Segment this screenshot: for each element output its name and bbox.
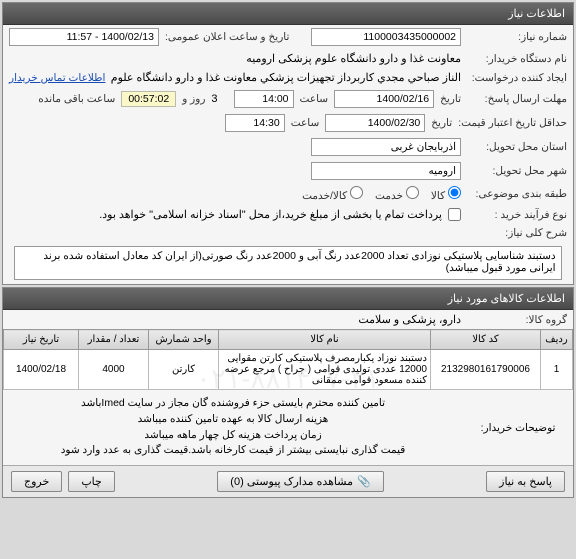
category-label: طبقه بندی موضوعی: [467, 188, 567, 200]
service-text: خدمت [375, 190, 403, 202]
buyer-notes-label: توضیحات خریدار: [463, 390, 573, 465]
creator-label: ایجاد کننده درخواست: [467, 72, 567, 84]
th-name: نام کالا [219, 330, 431, 350]
creator-value: الناز صباحي مجدي كاربرداز تجهيزات پزشكي … [111, 71, 461, 84]
days-remaining: 3 [211, 93, 217, 105]
cell-idx: 1 [541, 350, 573, 390]
purchase-type-label: نوع فرآیند خرید : [467, 209, 567, 221]
cell-name: دستبند نوزاد یکبارمصرف پلاستیکی کارتن مق… [219, 350, 431, 390]
cell-date: 1400/02/18 [4, 350, 79, 390]
need-number-label: شماره نیاز: [467, 31, 567, 43]
purchase-checkbox[interactable] [448, 208, 461, 221]
both-radio-label[interactable]: کالا/خدمت [302, 186, 363, 202]
back-button[interactable]: پاسخ به نیاز [486, 471, 565, 492]
group-value: دارو، پزشکی و سلامت [358, 313, 461, 326]
province-input[interactable] [311, 138, 461, 156]
buyer-org-label: نام دستگاه خریدار: [467, 53, 567, 65]
validity-label: حداقل تاریخ اعتبار قیمت: [458, 117, 567, 129]
both-text: کالا/خدمت [302, 190, 347, 202]
contact-link[interactable]: اطلاعات تماس خریدار [9, 72, 105, 84]
desc-label: شرح کلی نیاز: [467, 227, 567, 239]
th-unit: واحد شمارش [149, 330, 219, 350]
attachments-button[interactable]: 📎 مشاهده مدارک پیوستی (0) [217, 471, 383, 492]
category-radios: کالا خدمت کالا/خدمت [302, 186, 461, 202]
time-label-1: ساعت [300, 93, 329, 105]
cell-qty: 4000 [79, 350, 149, 390]
province-label: استان محل تحویل: [467, 141, 567, 153]
service-radio-label[interactable]: خدمت [375, 186, 419, 202]
need-number-input[interactable] [311, 28, 461, 46]
th-qty: تعداد / مقدار [79, 330, 149, 350]
deadline-label: مهلت ارسال پاسخ: [467, 93, 567, 105]
description-textarea[interactable]: دستبند شناسایی پلاستیکی نوزادی تعداد 200… [14, 246, 561, 280]
items-table: ردیف کد کالا نام کالا واحد شمارش تعداد /… [3, 329, 573, 390]
service-radio[interactable] [406, 186, 419, 199]
table-row[interactable]: 1 2132980161790006 دستبند نوزاد یکبارمصر… [4, 350, 573, 390]
days-word: روز و [182, 93, 205, 105]
validity-date-input[interactable] [325, 114, 425, 132]
cell-unit: کارتن [149, 350, 219, 390]
info-panel-header: اطلاعات نیاز [3, 3, 573, 25]
th-date: تاریخ نیاز [4, 330, 79, 350]
group-label: گروه کالا: [467, 314, 567, 326]
purchase-note: پرداخت تمام یا بخشی از مبلغ خرید،از محل … [99, 208, 442, 221]
remaining-label: ساعت باقی مانده [38, 93, 115, 105]
time-label-2: ساعت [291, 117, 320, 129]
exit-button[interactable]: خروج [11, 471, 62, 492]
city-label: شهر محل تحویل: [467, 165, 567, 177]
goods-text: کالا [431, 190, 445, 202]
validity-time-input[interactable] [225, 114, 285, 132]
buyer-notes-text: تامین کننده محترم بایستی حزء فروشنده گان… [3, 390, 463, 465]
th-code: کد کالا [431, 330, 541, 350]
date-label-2: تاریخ [431, 117, 452, 129]
deadline-date-input[interactable] [334, 90, 434, 108]
buyer-org-value: معاونت غذا و دارو دانشگاه علوم پزشکی ارو… [246, 52, 461, 65]
deadline-time-input[interactable] [234, 90, 294, 108]
items-panel-header: اطلاعات کالاهای مورد نیاز [3, 288, 573, 310]
city-input[interactable] [311, 162, 461, 180]
date-label-1: تاریخ [440, 93, 461, 105]
announce-date-input[interactable] [9, 28, 159, 46]
cell-code: 2132980161790006 [431, 350, 541, 390]
both-radio[interactable] [350, 186, 363, 199]
attachments-label: مشاهده مدارک پیوستی (0) [230, 475, 353, 488]
paperclip-icon: 📎 [357, 475, 371, 488]
announce-date-label: تاریخ و ساعت اعلان عمومی: [165, 31, 289, 43]
goods-radio[interactable] [448, 186, 461, 199]
th-row: ردیف [541, 330, 573, 350]
footer-bar: پاسخ به نیاز 📎 مشاهده مدارک پیوستی (0) چ… [3, 465, 573, 497]
print-button[interactable]: چاپ [68, 471, 115, 492]
goods-radio-label[interactable]: کالا [431, 186, 461, 202]
time-remaining: 00:57:02 [121, 91, 176, 107]
